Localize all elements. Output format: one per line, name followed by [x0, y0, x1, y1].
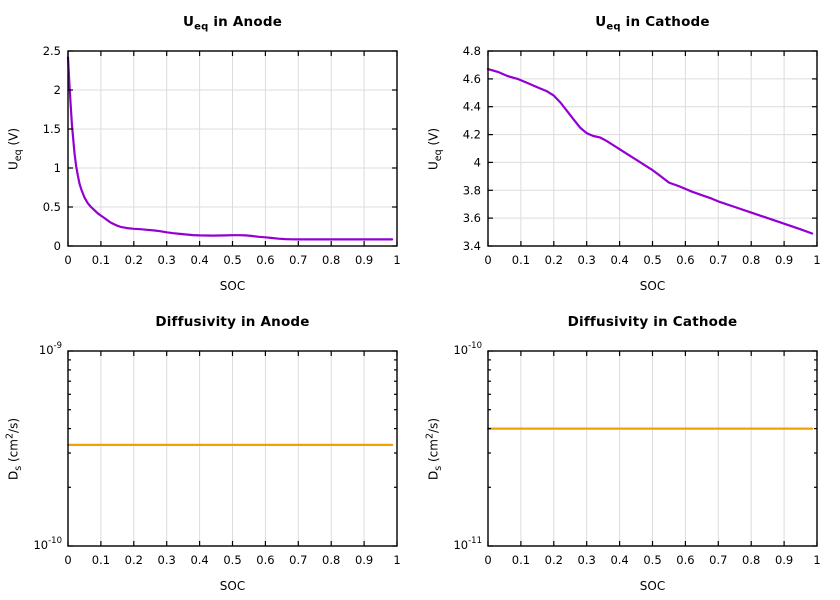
- y-axis-label-diffusivity-anode: Ds (cm2/s): [4, 417, 24, 481]
- svg-text:1: 1: [813, 253, 820, 267]
- y-axis-label-ueq-anode: Ueq (V): [6, 127, 24, 171]
- svg-text:4.4: 4.4: [463, 100, 481, 114]
- svg-text:0.1: 0.1: [512, 553, 530, 567]
- title-text: Diffusivity in Anode: [155, 314, 310, 330]
- svg-text:10-11: 10-11: [453, 536, 482, 552]
- svg-text:4.8: 4.8: [463, 44, 481, 58]
- svg-text:0.6: 0.6: [676, 553, 694, 567]
- svg-text:1: 1: [813, 553, 820, 567]
- title-text: in Anode: [208, 14, 283, 30]
- svg-text:0.5: 0.5: [223, 553, 241, 567]
- svg-text:4.6: 4.6: [463, 72, 481, 86]
- svg-text:0.2: 0.2: [545, 553, 563, 567]
- svg-text:0.3: 0.3: [578, 553, 596, 567]
- svg-text:0.5: 0.5: [43, 200, 61, 214]
- svg-text:0.9: 0.9: [775, 253, 793, 267]
- title-subscript: eq: [194, 21, 209, 33]
- x-axis-label-diffusivity-anode: SOC: [219, 579, 246, 593]
- x-axis-label-ueq-anode: SOC: [219, 279, 246, 293]
- svg-text:0.7: 0.7: [709, 253, 727, 267]
- x-axis-label-diffusivity-cathode: SOC: [639, 579, 666, 593]
- svg-text:0.8: 0.8: [322, 553, 340, 567]
- svg-text:10-10: 10-10: [33, 536, 62, 552]
- plot-ueq-anode: 0 0.1 0.2 0.3 0.4 0.5 0.6 0.7 0.8 0.9 1 0 0.5 1 1.5 2 2.…: [43, 44, 401, 267]
- svg-text:1: 1: [393, 253, 400, 267]
- x-axis-label-ueq-cathode: SOC: [639, 279, 666, 293]
- svg-text:0.8: 0.8: [322, 253, 340, 267]
- title-text: U: [595, 14, 607, 30]
- chart-title-ueq-anode: Ueq in Anode: [68, 14, 397, 33]
- svg-text:0.2: 0.2: [125, 553, 143, 567]
- title-text: in Cathode: [620, 14, 710, 30]
- svg-text:3.4: 3.4: [463, 239, 481, 253]
- svg-text:1: 1: [393, 553, 400, 567]
- svg-text:0.9: 0.9: [355, 553, 373, 567]
- svg-text:1.5: 1.5: [43, 122, 61, 136]
- svg-text:0.2: 0.2: [125, 253, 143, 267]
- svg-text:0.4: 0.4: [190, 253, 208, 267]
- title-text: Diffusivity in Cathode: [567, 314, 738, 330]
- chart-title-ueq-cathode: Ueq in Cathode: [488, 14, 817, 33]
- svg-text:3.6: 3.6: [463, 211, 481, 225]
- panel-ueq-cathode: 0 0.1 0.2 0.3 0.4 0.5 0.6 0.7 0.8 0.9 1 3.4 3.6 3.8 4 4…: [420, 0, 840, 300]
- svg-text:0.1: 0.1: [512, 253, 530, 267]
- y-axis-label-ueq-cathode: Ueq (V): [426, 127, 444, 171]
- svg-text:0.5: 0.5: [223, 253, 241, 267]
- panel-diffusivity-anode: 0 0.1 0.2 0.3 0.4 0.5 0.6 0.7 0.8 0.9 1 10-10 10-9 D…: [0, 300, 420, 600]
- svg-text:0.6: 0.6: [256, 253, 274, 267]
- title-subscript: eq: [606, 21, 621, 33]
- svg-text:10-9: 10-9: [39, 341, 62, 357]
- svg-text:0.1: 0.1: [92, 553, 110, 567]
- svg-text:4: 4: [474, 155, 481, 169]
- svg-text:0.9: 0.9: [355, 253, 373, 267]
- plot-ueq-cathode: 0 0.1 0.2 0.3 0.4 0.5 0.6 0.7 0.8 0.9 1 3.4 3.6 3.8 4 4…: [463, 44, 821, 267]
- chart-title-diffusivity-cathode: Diffusivity in Cathode: [488, 314, 817, 333]
- y-axis-label-diffusivity-cathode: Ds (cm2/s): [424, 417, 444, 481]
- panel-ueq-anode: 0 0.1 0.2 0.3 0.4 0.5 0.6 0.7 0.8 0.9 1 0 0.5 1 1.5 2 2.…: [0, 0, 420, 300]
- svg-text:2: 2: [54, 83, 61, 97]
- svg-text:0.7: 0.7: [289, 553, 307, 567]
- svg-text:1: 1: [54, 161, 61, 175]
- svg-text:0.3: 0.3: [578, 253, 596, 267]
- svg-text:0.9: 0.9: [775, 553, 793, 567]
- svg-text:0: 0: [64, 253, 71, 267]
- svg-text:0.4: 0.4: [610, 553, 628, 567]
- svg-text:0.3: 0.3: [158, 553, 176, 567]
- svg-text:0.6: 0.6: [676, 253, 694, 267]
- svg-text:0.7: 0.7: [709, 553, 727, 567]
- title-text: U: [182, 14, 195, 30]
- plot-diffusivity-cathode: 0 0.1 0.2 0.3 0.4 0.5 0.6 0.7 0.8 0.9 1 10-11 10-10: [453, 341, 820, 567]
- svg-text:0.8: 0.8: [742, 253, 760, 267]
- svg-text:0.3: 0.3: [158, 253, 176, 267]
- plot-diffusivity-anode: 0 0.1 0.2 0.3 0.4 0.5 0.6 0.7 0.8 0.9 1 10-10 10-9: [33, 341, 400, 567]
- svg-text:0.1: 0.1: [92, 253, 110, 267]
- svg-text:0.7: 0.7: [289, 253, 307, 267]
- svg-text:0.5: 0.5: [643, 553, 661, 567]
- svg-text:0: 0: [484, 253, 491, 267]
- svg-text:0: 0: [484, 553, 491, 567]
- svg-text:0: 0: [64, 553, 71, 567]
- svg-text:0.4: 0.4: [610, 253, 628, 267]
- svg-text:3.8: 3.8: [463, 183, 481, 197]
- panel-diffusivity-cathode: 0 0.1 0.2 0.3 0.4 0.5 0.6 0.7 0.8 0.9 1 10-11 10-10 …: [420, 300, 840, 600]
- chart-title-diffusivity-anode: Diffusivity in Anode: [68, 314, 397, 333]
- svg-text:0.4: 0.4: [190, 553, 208, 567]
- svg-text:0.2: 0.2: [545, 253, 563, 267]
- svg-text:0.8: 0.8: [742, 553, 760, 567]
- svg-text:0: 0: [54, 239, 61, 253]
- svg-text:0.6: 0.6: [256, 553, 274, 567]
- svg-text:2.5: 2.5: [43, 44, 61, 58]
- svg-text:4.2: 4.2: [463, 128, 481, 142]
- svg-text:10-10: 10-10: [453, 341, 482, 357]
- svg-text:0.5: 0.5: [643, 253, 661, 267]
